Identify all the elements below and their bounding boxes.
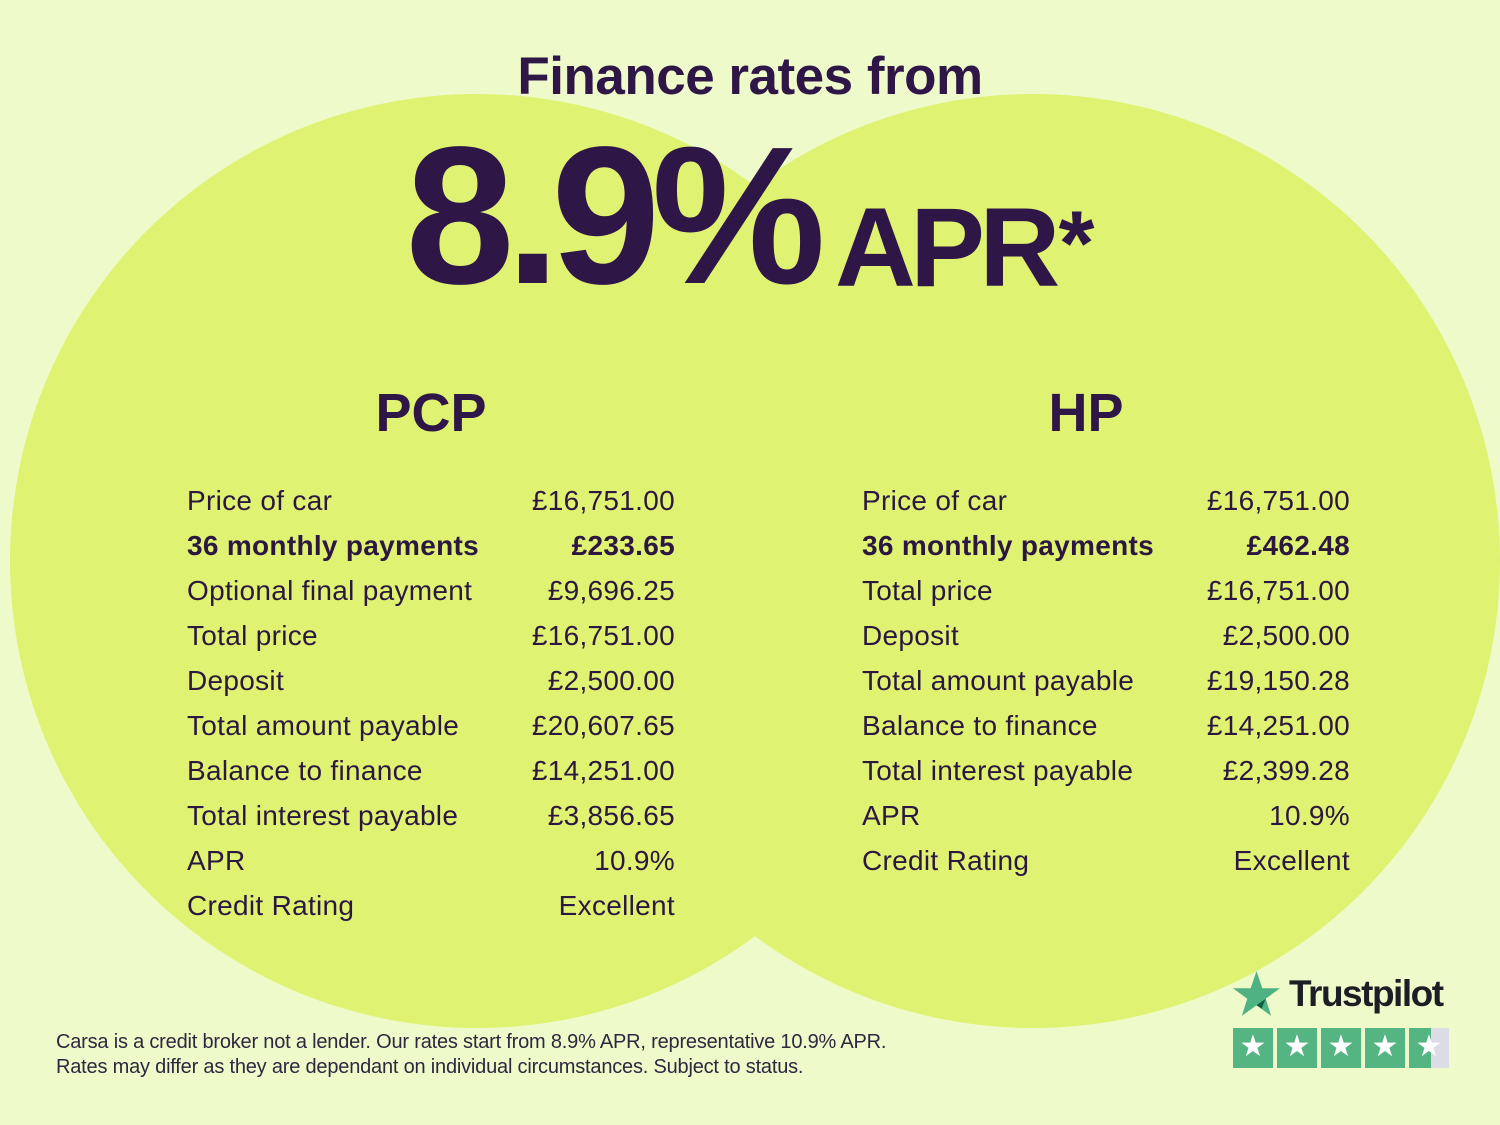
table-row: 36 monthly payments £233.65	[187, 523, 675, 568]
trustpilot-logo: Trustpilot	[1233, 971, 1449, 1016]
disclaimer-line-1: Carsa is a credit broker not a lender. O…	[56, 1031, 887, 1053]
row-label: Deposit	[187, 664, 285, 696]
table-row: Deposit £2,500.00	[187, 658, 675, 703]
row-value: 10.9%	[594, 844, 675, 876]
trustpilot-brand-name: Trustpilot	[1289, 972, 1444, 1014]
hp-table-heading: HP	[1048, 383, 1124, 443]
row-value: £9,696.25	[547, 574, 675, 606]
row-value: £16,751.00	[1206, 484, 1350, 516]
row-label: Total amount payable	[187, 709, 460, 741]
trustpilot-star-box: ★	[1233, 1028, 1273, 1068]
row-value: £233.65	[571, 529, 675, 561]
disclaimer-text: Carsa is a credit broker not a lender. O…	[56, 1030, 886, 1080]
trustpilot-star-icon	[1233, 971, 1280, 1016]
trustpilot-rating: Trustpilot ★ ★ ★ ★ ★	[1233, 971, 1449, 1068]
row-value: £462.48	[1246, 529, 1350, 561]
table-row: Credit Rating Excellent	[187, 883, 675, 928]
row-value: £2,500.00	[547, 664, 675, 696]
trustpilot-star-box: ★	[1409, 1028, 1449, 1068]
row-label: Total amount payable	[862, 664, 1135, 696]
row-value: £16,751.00	[531, 619, 675, 651]
trustpilot-star-box: ★	[1365, 1028, 1405, 1068]
page-title: Finance rates from	[517, 47, 983, 106]
table-row: Price of car £16,751.00	[187, 478, 675, 523]
row-label: 36 monthly payments	[187, 529, 480, 561]
table-row: Price of car £16,751.00	[862, 478, 1350, 523]
row-label: Total interest payable	[862, 754, 1134, 786]
star-icon: ★	[1327, 1029, 1355, 1064]
star-icon: ★	[1415, 1029, 1443, 1064]
row-value: £3,856.65	[547, 799, 675, 831]
row-value: £16,751.00	[531, 484, 675, 516]
table-row: 36 monthly payments £462.48	[862, 523, 1350, 568]
hp-table-rows: Price of car £16,751.00 36 monthly payme…	[862, 478, 1350, 883]
headline-rate-value: 8.9%	[405, 106, 826, 325]
table-row: Total interest payable £2,399.28	[862, 748, 1350, 793]
headline-rate: 8.9% APR *	[0, 106, 1500, 325]
star-icon: ★	[1371, 1029, 1399, 1064]
table-row: Balance to finance £14,251.00	[187, 748, 675, 793]
row-label: Optional final payment	[187, 574, 473, 606]
row-label: Deposit	[862, 619, 960, 651]
pcp-table: PCP Price of car £16,751.00 36 monthly p…	[187, 386, 675, 928]
disclaimer-line-2: Rates may differ as they are dependant o…	[56, 1056, 804, 1078]
headline-apr-label: APR	[834, 185, 1060, 310]
row-label: Price of car	[862, 484, 1008, 516]
star-icon: ★	[1239, 1029, 1267, 1064]
table-row: Total price £16,751.00	[187, 613, 675, 658]
pcp-table-heading: PCP	[375, 383, 487, 443]
row-value: £19,150.28	[1206, 664, 1350, 696]
row-label: Total price	[187, 619, 318, 651]
trustpilot-star-boxes: ★ ★ ★ ★ ★	[1233, 1028, 1449, 1068]
row-value: £16,751.00	[1206, 574, 1350, 606]
table-row: Total price £16,751.00	[862, 568, 1350, 613]
table-row: Balance to finance £14,251.00	[862, 703, 1350, 748]
trustpilot-star-box: ★	[1277, 1028, 1317, 1068]
row-label: 36 monthly payments	[862, 529, 1155, 561]
row-value: £14,251.00	[531, 754, 675, 786]
table-row: APR 10.9%	[187, 838, 675, 883]
row-label: Balance to finance	[187, 754, 423, 786]
background-circle-right	[566, 94, 1500, 1028]
star-icon: ★	[1283, 1029, 1311, 1064]
table-row: Total interest payable £3,856.65	[187, 793, 675, 838]
row-value: £20,607.65	[531, 709, 675, 741]
table-row: Total amount payable £20,607.65	[187, 703, 675, 748]
row-value: 10.9%	[1269, 799, 1350, 831]
row-label: APR	[862, 799, 921, 831]
row-value: Excellent	[558, 889, 675, 921]
table-row: Optional final payment £9,696.25	[187, 568, 675, 613]
headline-asterisk: *	[1058, 193, 1095, 295]
pcp-table-rows: Price of car £16,751.00 36 monthly payme…	[187, 478, 675, 928]
row-value: £14,251.00	[1206, 709, 1350, 741]
row-label: Credit Rating	[862, 844, 1030, 876]
row-label: APR	[187, 844, 246, 876]
table-row: Deposit £2,500.00	[862, 613, 1350, 658]
row-value: Excellent	[1233, 844, 1350, 876]
table-row: APR 10.9%	[862, 793, 1350, 838]
trustpilot-star-box: ★	[1321, 1028, 1361, 1068]
table-row: Credit Rating Excellent	[862, 838, 1350, 883]
row-label: Price of car	[187, 484, 333, 516]
table-row: Total amount payable £19,150.28	[862, 658, 1350, 703]
row-label: Total interest payable	[187, 799, 459, 831]
row-label: Total price	[862, 574, 993, 606]
row-value: £2,399.28	[1222, 754, 1350, 786]
hp-table: HP Price of car £16,751.00 36 monthly pa…	[862, 386, 1350, 883]
row-label: Credit Rating	[187, 889, 355, 921]
row-label: Balance to finance	[862, 709, 1098, 741]
row-value: £2,500.00	[1222, 619, 1350, 651]
